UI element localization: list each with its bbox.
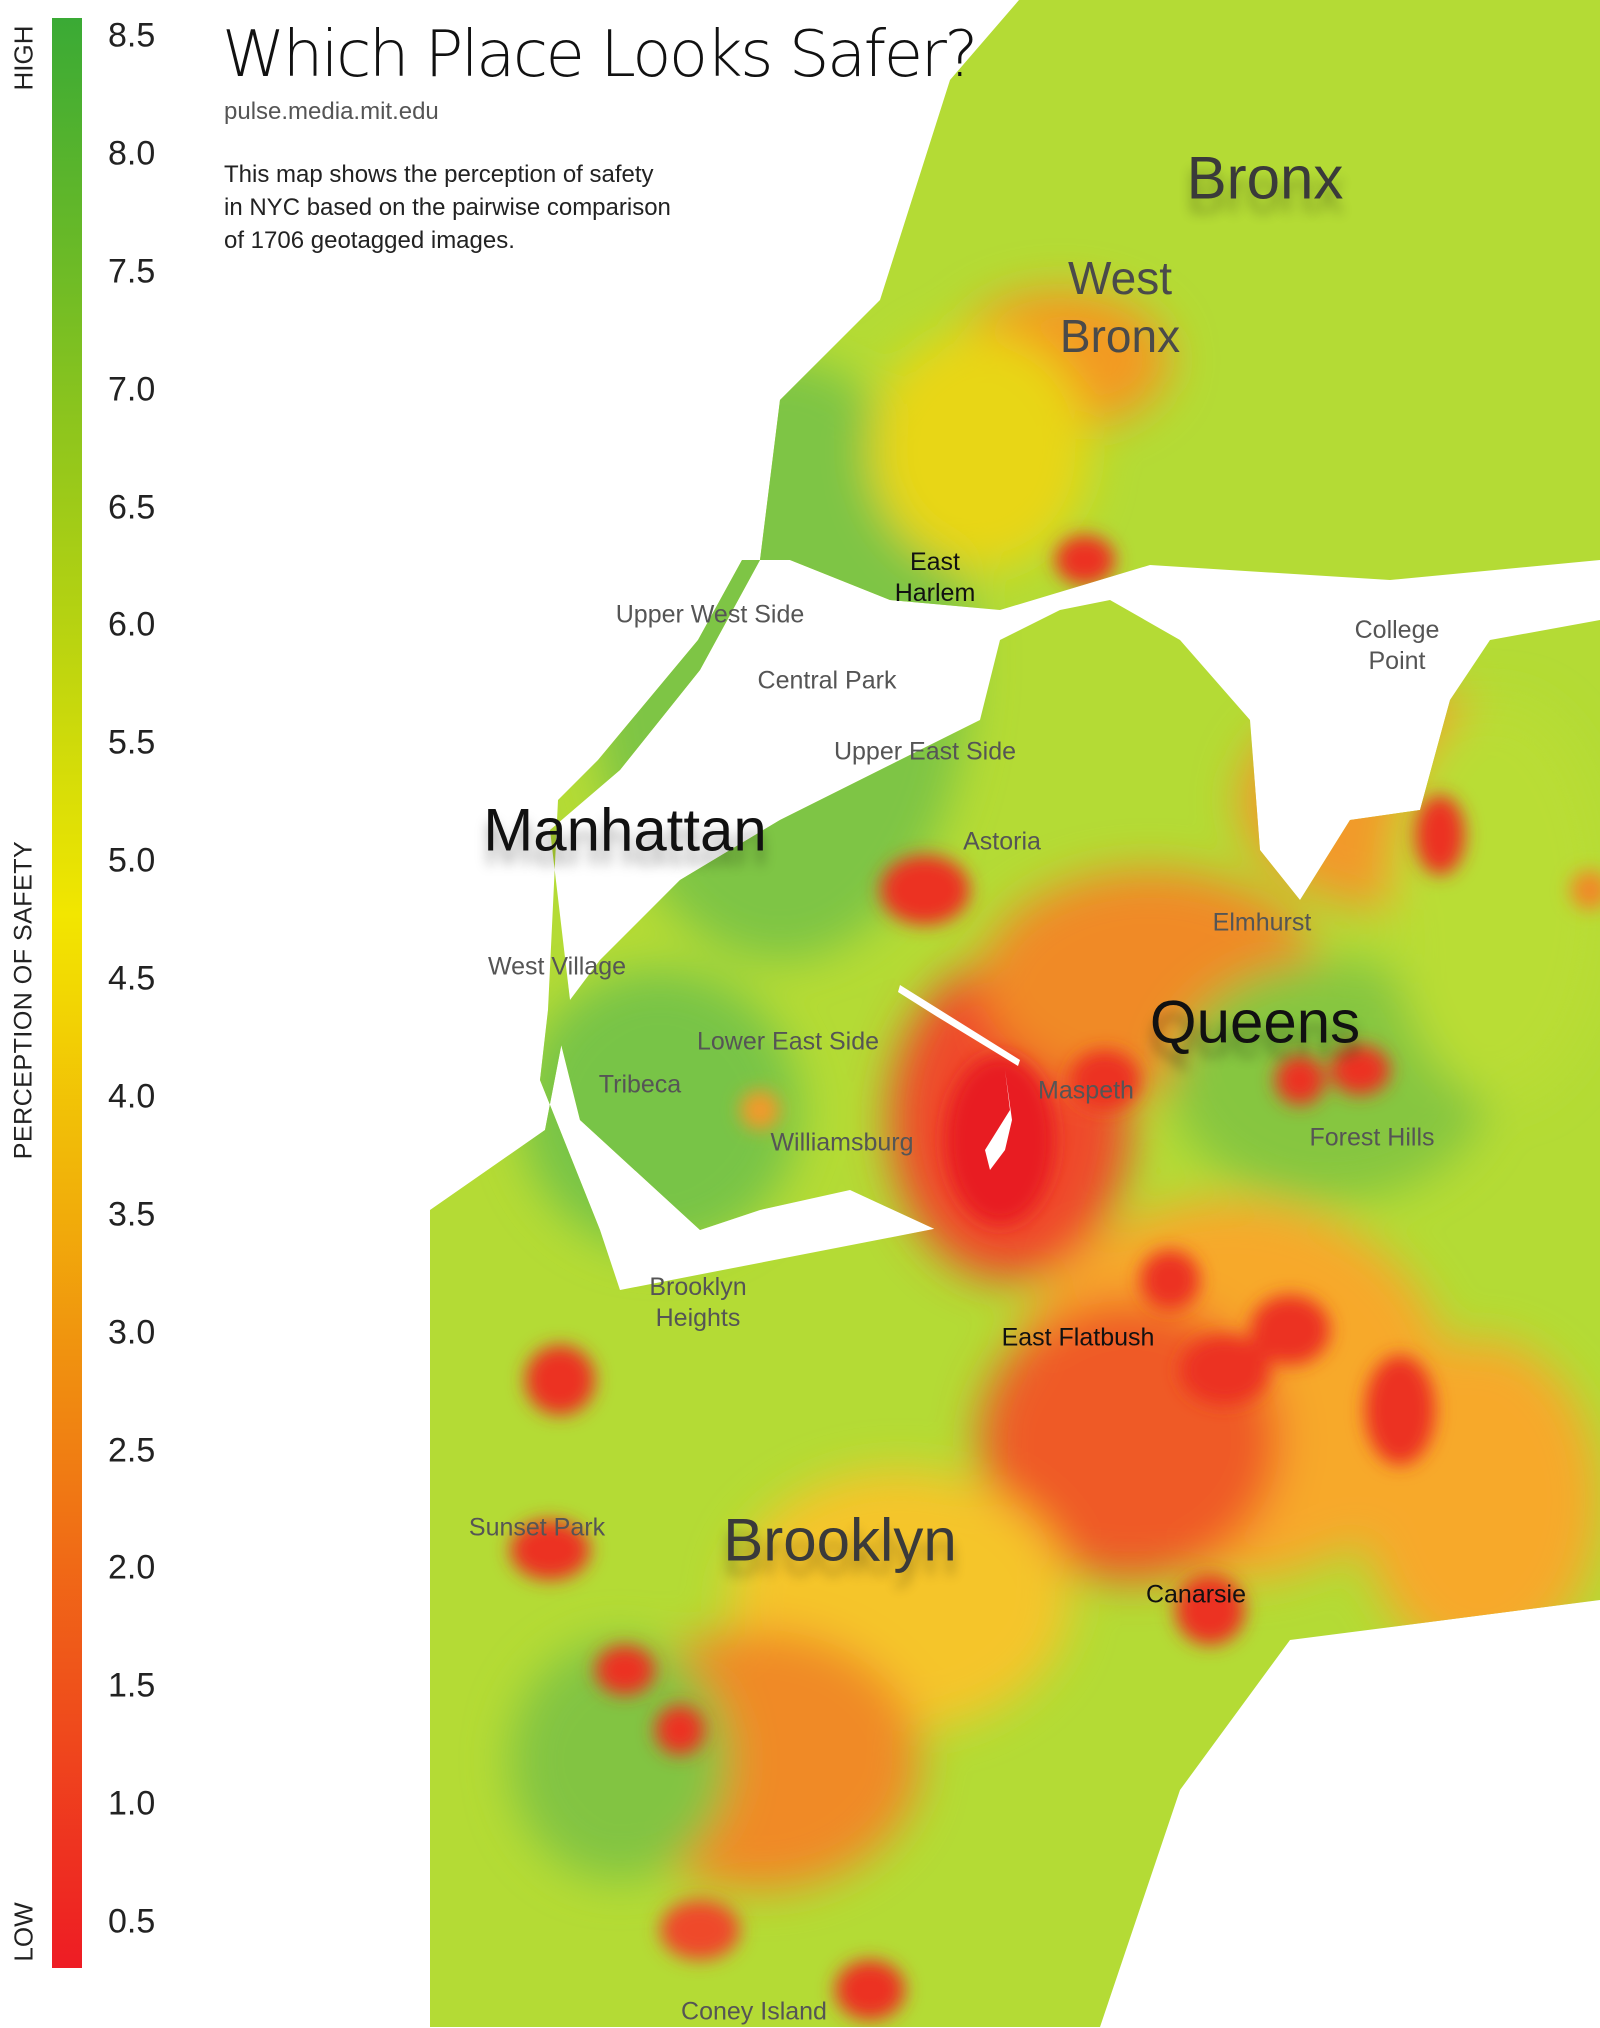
heat-zones xyxy=(510,290,1600,1890)
neighborhood-label: Tribeca xyxy=(598,1070,682,1099)
neighborhood-label: Coney Island xyxy=(681,1997,827,2026)
legend-tick-label: 6.5 xyxy=(108,488,156,526)
legend-tick-label: 0.5 xyxy=(108,1902,156,1941)
legend-tick-label: 3.0 xyxy=(108,1313,156,1352)
legend-tick-label: 1.0 xyxy=(108,1784,156,1823)
legend-tick-label: 2.5 xyxy=(108,1431,156,1469)
legend-tick-label: 8.0 xyxy=(108,134,156,173)
neighborhood-label: Lower East Side xyxy=(696,1027,880,1056)
map-land xyxy=(430,0,1600,2027)
legend-color-bar xyxy=(52,18,82,1968)
map-description: This map shows the perception of safety … xyxy=(224,161,671,254)
legend-tick-label: 7.5 xyxy=(108,252,156,291)
legend-tick-label: 6.0 xyxy=(108,605,156,644)
neighborhood-label: Sunset Park xyxy=(468,1513,606,1542)
neighborhood-label: Maspeth xyxy=(1038,1076,1134,1105)
legend-high-label: HIGH xyxy=(8,25,39,91)
legend-tick-label: 5.0 xyxy=(108,841,156,880)
neighborhood-label: Brooklyn Heights xyxy=(649,1273,747,1332)
heat-hotspots xyxy=(510,535,1600,2020)
neighborhood-label: Williamsburg xyxy=(770,1128,914,1157)
neighborhood-label: Upper West Side xyxy=(615,600,805,629)
map-title: Which Place Looks Safer? xyxy=(222,18,978,92)
legend-tick-label: 1.5 xyxy=(108,1666,156,1705)
legend-tick-label: 4.0 xyxy=(108,1077,156,1116)
borough-label: Bronx xyxy=(1186,144,1344,212)
map-source-url: pulse.media.mit.edu xyxy=(224,98,439,125)
borough-label: West Bronx xyxy=(1059,252,1181,362)
neighborhood-label: Canarsie xyxy=(1145,1580,1247,1609)
legend-tick-label: 5.5 xyxy=(108,723,156,762)
neighborhood-label: Forest Hills xyxy=(1309,1123,1435,1152)
legend-tick-label: 2.0 xyxy=(108,1548,156,1587)
legend-tick-label: 3.5 xyxy=(108,1195,156,1234)
legend-axis-label: PERCEPTION OF SAFETY xyxy=(9,840,38,1160)
legend-tick-label: 8.5 xyxy=(108,16,156,55)
neighborhood-label: Astoria xyxy=(963,827,1041,856)
neighborhood-label: Central Park xyxy=(757,666,897,695)
neighborhood-label: West Village xyxy=(487,952,627,981)
legend-tick-label: 7.0 xyxy=(108,370,156,409)
water-features xyxy=(898,985,1020,1170)
neighborhood-label: Upper East Side xyxy=(833,737,1017,766)
legend-tick-label: 4.5 xyxy=(108,959,156,998)
neighborhood-label: East Harlem xyxy=(894,548,976,607)
borough-label: Manhattan xyxy=(483,796,767,864)
borough-label: Brooklyn xyxy=(723,1506,957,1574)
legend-low-label: LOW xyxy=(8,1902,39,1962)
neighborhood-label: East Flatbush xyxy=(1001,1323,1155,1352)
legend xyxy=(52,18,82,1968)
borough-label: Queens xyxy=(1149,988,1361,1056)
neighborhood-label: Elmhurst xyxy=(1212,908,1312,937)
neighborhood-label: College Point xyxy=(1354,616,1440,675)
